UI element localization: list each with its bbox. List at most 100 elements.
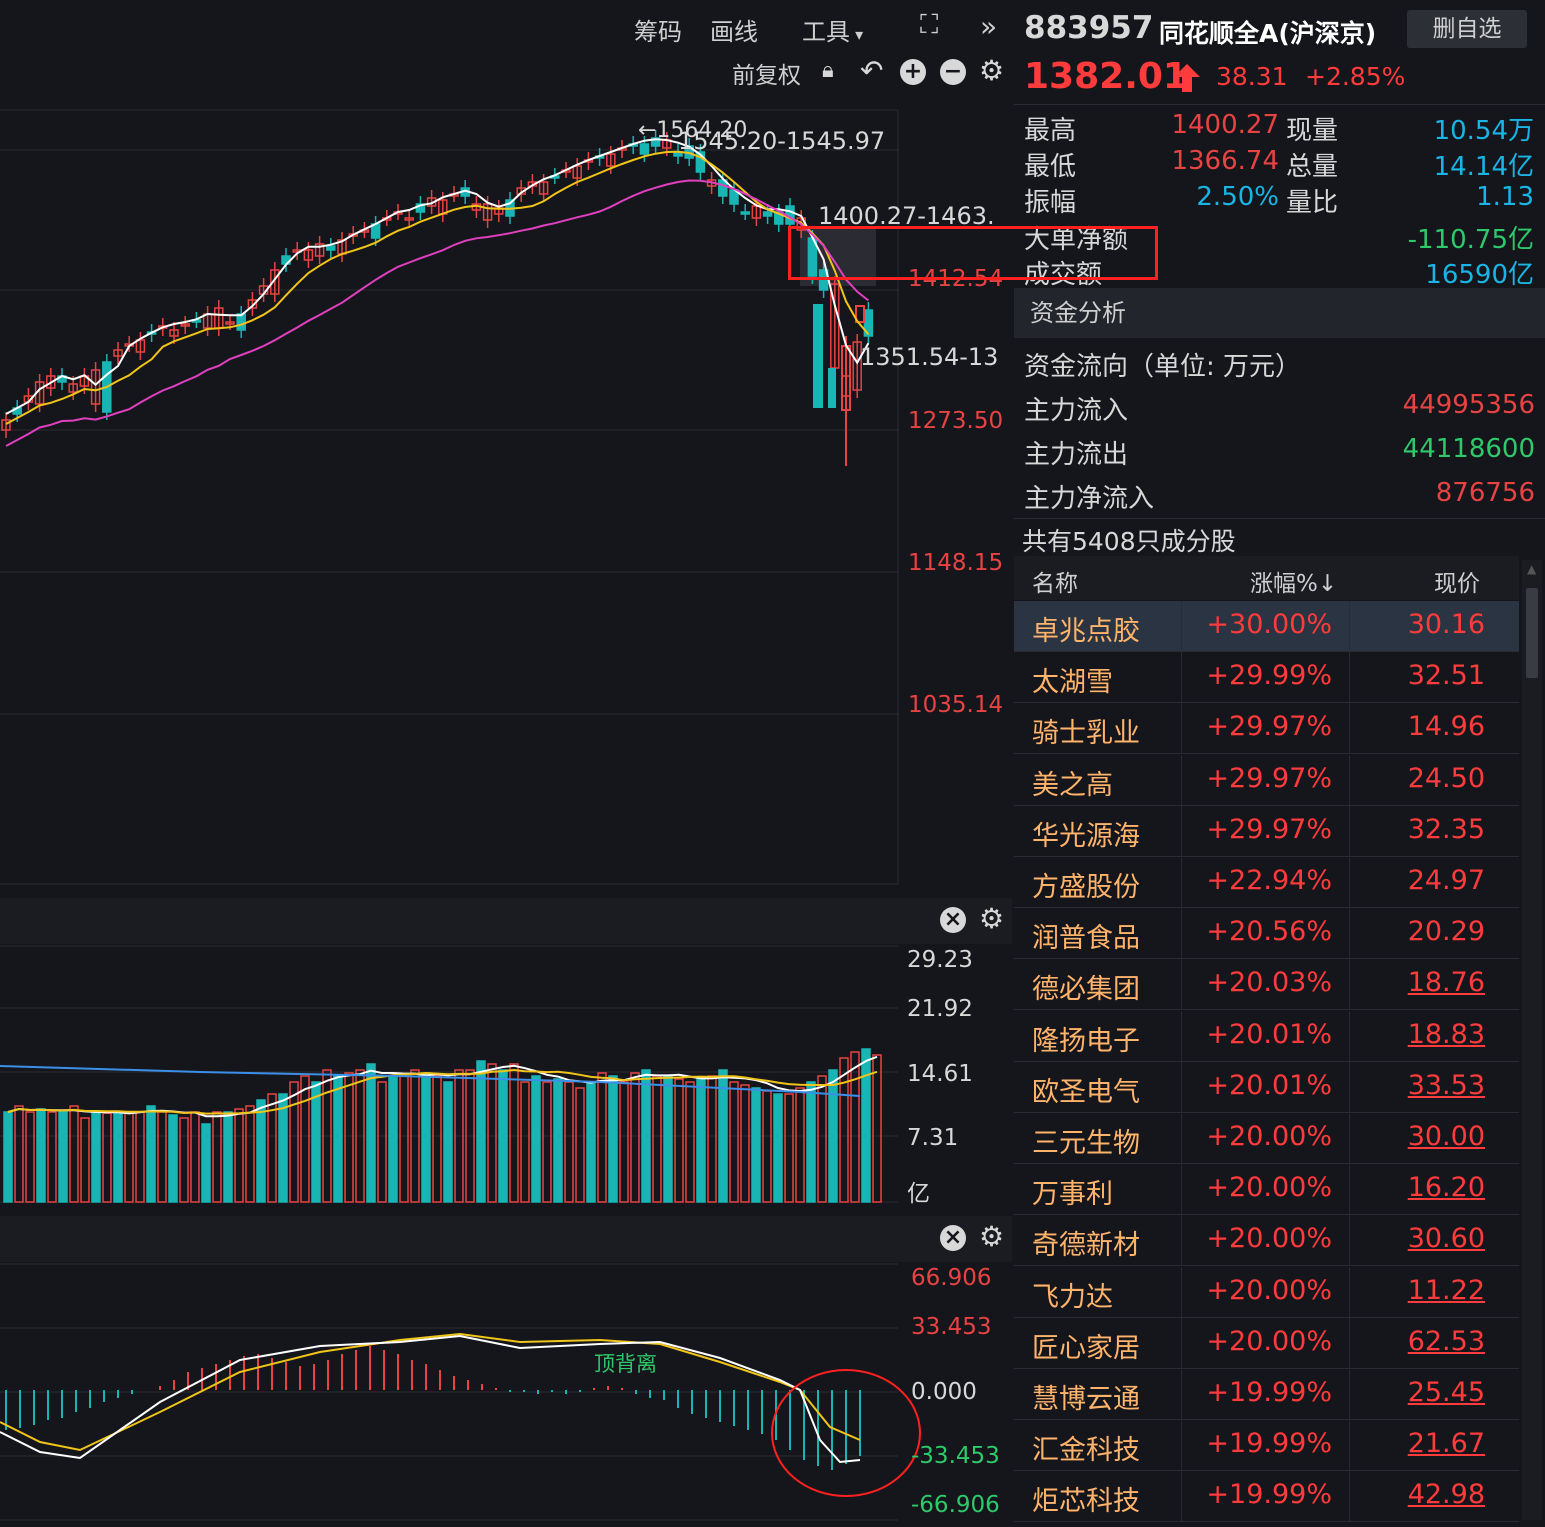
close-icon[interactable]: ×: [940, 1225, 966, 1251]
table-row[interactable]: 卓兆点胶 +30.00% 30.16: [1014, 601, 1519, 652]
lock-icon[interactable]: 🔒︎: [822, 58, 834, 83]
stock-name-cell: 卓兆点胶: [1032, 616, 1140, 647]
scrollbar-thumb[interactable]: [1526, 588, 1538, 678]
settings-icon[interactable]: ⚙: [979, 1220, 1005, 1253]
column-separator: [1181, 1215, 1182, 1266]
volume-bar: [542, 1081, 552, 1203]
high-marker: ←1564.20: [638, 118, 748, 143]
table-row[interactable]: 润普食品 +20.56% 20.29: [1014, 908, 1519, 960]
scroll-up-icon[interactable]: ▲: [1527, 562, 1537, 576]
table-row[interactable]: 三元生物 +20.00% 30.00: [1014, 1113, 1519, 1164]
price-cell: 30.60: [1407, 1223, 1485, 1255]
fullscreen-icon[interactable]: ⛶: [920, 10, 939, 40]
volume-bar: [333, 1075, 343, 1203]
table-row[interactable]: 奇德新材 +20.00% 30.60: [1014, 1215, 1519, 1267]
col-pct-header[interactable]: 涨幅%↓: [1250, 571, 1338, 597]
volume-bar: [806, 1081, 816, 1203]
candlestick-chart[interactable]: [0, 100, 1012, 890]
column-separator: [1181, 1369, 1182, 1419]
main-net-value: 876756: [1435, 478, 1535, 508]
macd-chart[interactable]: [0, 1262, 1012, 1527]
tools-menu[interactable]: 工具 ▾: [802, 12, 863, 47]
volume-chart[interactable]: [0, 944, 1012, 1206]
total-vol-value: 14.14亿: [1433, 152, 1534, 182]
volume-bar: [179, 1117, 189, 1203]
caret-down-icon: ▾: [850, 25, 864, 44]
column-separator: [1181, 1317, 1182, 1368]
column-separator: [1181, 601, 1182, 651]
table-row[interactable]: 欧圣电气 +20.01% 33.53: [1014, 1061, 1519, 1113]
volume-panel-header: [0, 898, 1012, 944]
ma20-line: [5, 179, 870, 447]
column-separator: [1181, 908, 1182, 959]
table-row[interactable]: 匠心家居 +20.00% 62.53: [1014, 1317, 1519, 1369]
vol-ratio-label: 量比: [1286, 188, 1339, 218]
column-separator: [1181, 652, 1182, 703]
stock-name-cell: 润普食品: [1032, 923, 1140, 955]
turnover-value: 16590亿: [1425, 260, 1534, 290]
volume-bar: [25, 1111, 35, 1203]
collapse-icon[interactable]: »: [980, 10, 998, 43]
stock-name-cell: 三元生物: [1032, 1128, 1140, 1159]
column-separator: [1349, 652, 1350, 703]
chart-panel[interactable]: 筹码 画线 工具 ▾ ⛶ » 前复权 🔒︎ ↶ + − ⚙ 1412.54 12…: [0, 0, 1012, 1527]
table-row[interactable]: 美之高 +29.97% 24.50: [1014, 754, 1519, 806]
col-price-header[interactable]: 现价: [1434, 571, 1480, 597]
remove-watchlist-button[interactable]: 删自选: [1407, 10, 1527, 48]
column-separator: [1349, 1215, 1350, 1266]
volume-bar: [685, 1081, 695, 1203]
table-row[interactable]: 德必集团 +20.03% 18.76: [1014, 959, 1519, 1011]
volume-bar: [674, 1078, 684, 1203]
price-cell: 33.53: [1407, 1069, 1485, 1101]
scrollbar[interactable]: ▲: [1522, 560, 1542, 1520]
volume-bar: [311, 1081, 321, 1203]
column-separator: [1181, 1420, 1182, 1471]
table-row[interactable]: 飞力达 +20.00% 11.22: [1014, 1266, 1519, 1318]
table-row[interactable]: 汇金科技 +19.99% 21.67: [1014, 1420, 1519, 1472]
table-row[interactable]: 万事利 +20.00% 16.20: [1014, 1164, 1519, 1216]
volume-bar: [432, 1075, 442, 1203]
draw-line-button[interactable]: 画线: [710, 18, 758, 46]
main-outflow-label: 主力流出: [1024, 440, 1129, 470]
candle-body: [135, 339, 146, 353]
change-pct-cell: +20.03%: [1206, 967, 1332, 999]
table-row[interactable]: 隆扬电子 +20.01% 18.83: [1014, 1010, 1519, 1062]
column-separator: [1181, 1113, 1182, 1163]
stock-name-cell: 华光源海: [1032, 820, 1140, 852]
big-net-value: -110.75亿: [1407, 225, 1534, 255]
price-axis-label: 1148.15: [908, 550, 1004, 576]
volume-bar: [80, 1117, 90, 1203]
volume-bar: [14, 1105, 24, 1203]
undo-icon[interactable]: ↶: [860, 54, 884, 87]
close-icon[interactable]: ×: [940, 907, 966, 933]
volume-bar: [784, 1093, 794, 1203]
col-name-header[interactable]: 名称: [1032, 571, 1078, 597]
table-row[interactable]: 慧博云通 +19.99% 25.45: [1014, 1369, 1519, 1420]
settings-icon[interactable]: ⚙: [979, 54, 1005, 87]
volume-bar: [124, 1111, 134, 1203]
amplitude-label: 振幅: [1024, 188, 1077, 218]
volume-bar: [520, 1081, 530, 1203]
table-row[interactable]: 炬芯科技 +19.99% 42.98: [1014, 1471, 1519, 1523]
main-net-label: 主力净流入: [1024, 484, 1155, 514]
table-row[interactable]: 太湖雪 +29.99% 32.51: [1014, 652, 1519, 704]
chips-button[interactable]: 筹码: [634, 18, 682, 46]
zoom-in-icon[interactable]: +: [900, 59, 926, 85]
volume-bar: [36, 1108, 46, 1203]
table-row[interactable]: 方盛股份 +22.94% 24.97: [1014, 857, 1519, 908]
adjust-button[interactable]: 前复权: [732, 63, 801, 89]
stock-name-cell: 太湖雪: [1032, 667, 1113, 699]
settings-icon[interactable]: ⚙: [979, 902, 1005, 935]
price-cell: 21.67: [1407, 1428, 1485, 1460]
volume-bar: [278, 1093, 288, 1203]
volume-bar: [443, 1081, 453, 1203]
change-pct-cell: +19.99%: [1206, 1428, 1332, 1460]
table-row[interactable]: 骑士乳业 +29.97% 14.96: [1014, 703, 1519, 755]
table-row[interactable]: 华光源海 +29.97% 32.35: [1014, 805, 1519, 857]
volume-bar: [300, 1075, 310, 1203]
candle-body: [828, 368, 836, 408]
volume-bar: [91, 1111, 101, 1203]
stock-name-cell: 汇金科技: [1032, 1435, 1140, 1467]
macd-dif-line: [0, 1334, 861, 1464]
zoom-out-icon[interactable]: −: [940, 59, 966, 85]
